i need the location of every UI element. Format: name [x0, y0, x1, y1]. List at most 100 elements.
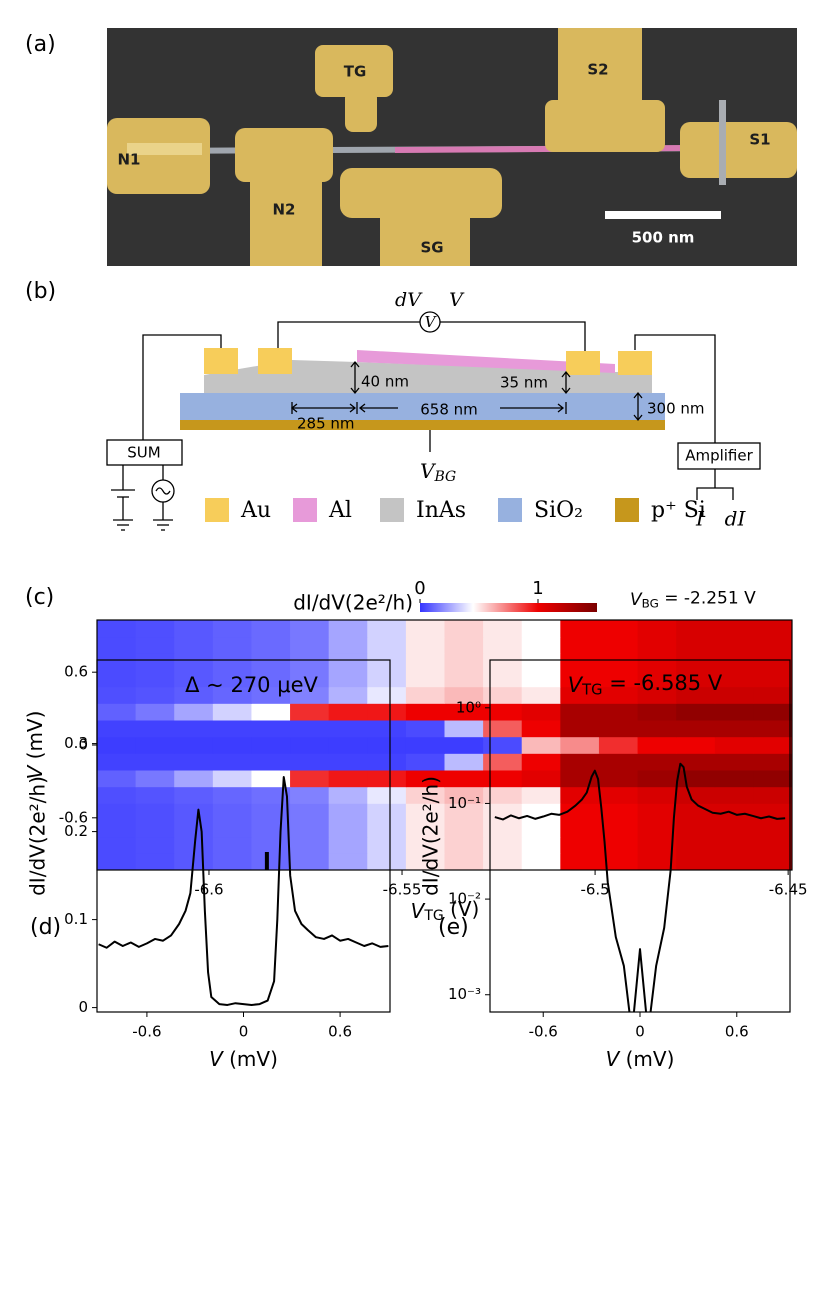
colorbar-tick-label: 1 [532, 578, 543, 599]
x-axis-label: V (mV) [606, 1047, 675, 1071]
x-tick-label: 0.6 [328, 1023, 352, 1041]
heatmap-cell [598, 853, 639, 871]
wire [634, 334, 716, 443]
heatmap-cell [290, 670, 330, 688]
heatmap-cell [212, 786, 252, 804]
heatmap-cell [328, 736, 368, 754]
cut-marker [264, 852, 269, 870]
heatmap-cell [753, 820, 793, 838]
x-tick-label: 0.6 [725, 1023, 749, 1041]
heatmap-cell [560, 720, 600, 738]
heatmap-cell [251, 620, 291, 638]
heatmap-cell [251, 653, 291, 671]
heatmap-cell [444, 686, 484, 704]
heatmap-cell [637, 686, 677, 704]
colorbar-label: dI/dV(2e²/h) [293, 591, 413, 615]
heatmap-cell [251, 670, 291, 688]
heatmap-cell [290, 820, 330, 838]
y-tick-label: 10⁻¹ [448, 794, 481, 812]
heatmap-cell [290, 686, 330, 704]
heatmap-cell [174, 720, 214, 738]
heatmap-cell [174, 670, 214, 688]
heatmap-cell [405, 786, 445, 804]
heatmap-cell [483, 820, 523, 838]
heatmap-cell [405, 670, 445, 688]
heatmap-cell [212, 636, 252, 654]
y-tick-label: 0.6 [64, 663, 88, 681]
wire [277, 321, 420, 350]
heatmap-cell [444, 736, 484, 754]
y-axis-label: V (mV) [23, 711, 47, 780]
heatmap-cell [251, 820, 291, 838]
au-pad [258, 348, 292, 374]
heatmap-cell [598, 803, 639, 821]
legend-swatch [498, 498, 522, 522]
heatmap-cell [251, 786, 291, 804]
heatmap-cell [290, 803, 330, 821]
heatmap-cell [212, 836, 252, 854]
heatmap-cell [714, 770, 754, 788]
x-tick-label: 0 [635, 1023, 645, 1041]
heatmap-cell [328, 803, 368, 821]
heatmap-cell [212, 803, 252, 821]
y-tick-label: 0 [78, 998, 88, 1016]
heatmap-cell [521, 820, 561, 838]
heatmap-cell [560, 620, 600, 638]
heatmap-cell [174, 703, 214, 721]
si-layer [180, 420, 665, 430]
heatmap-cell [483, 770, 523, 788]
y-tick-label: 0.3 [64, 734, 88, 752]
heatmap-cell [560, 853, 600, 871]
heatmap-cell [753, 686, 793, 704]
heatmap-cell [367, 836, 407, 854]
heatmap-cell [328, 720, 368, 738]
heatmap-cell [174, 820, 214, 838]
heatmap-cell [444, 720, 484, 738]
heatmap-cell [328, 686, 368, 704]
y-tick-label: -0.6 [59, 808, 88, 826]
heatmap-cell [444, 620, 484, 638]
heatmap-cell [290, 720, 330, 738]
heatmap-cell [405, 770, 445, 788]
heatmap-cell [97, 720, 137, 738]
heatmap-cell [97, 636, 137, 654]
heatmap-cell [483, 736, 523, 754]
heatmap-cell [676, 753, 716, 771]
heatmap-cell [714, 753, 754, 771]
heatmap-cell [405, 853, 445, 871]
heatmap-cell [483, 703, 523, 721]
heatmap-cell [405, 736, 445, 754]
sem-image: TG S2 N1 N2 SG S1 500 nm [107, 28, 797, 266]
legend-label: p⁺ Si [651, 498, 706, 523]
au-pad [204, 348, 238, 374]
heatmap-cell [598, 836, 639, 854]
heatmap-cell [405, 720, 445, 738]
heatmap-cell [328, 753, 368, 771]
y-tick-label: 0.1 [64, 910, 88, 928]
vbg-label: VBG [420, 459, 456, 486]
heatmap-cell [637, 786, 677, 804]
axes-frame [96, 659, 391, 1013]
heatmap-cell [637, 703, 677, 721]
heatmap-cell [405, 836, 445, 854]
heatmap-cell [676, 853, 716, 871]
heatmap-cell [97, 820, 137, 838]
heatmap-cell [367, 853, 407, 871]
heatmap-cell [135, 836, 175, 854]
heatmap-cell [135, 803, 175, 821]
crossing-wire [719, 100, 726, 185]
heatmap-cell [367, 703, 407, 721]
x-axis-label-part: V [411, 899, 426, 923]
heatmap-cell [560, 820, 600, 838]
heatmap-cell [97, 670, 137, 688]
x-tick-label: -0.6 [529, 1023, 558, 1041]
amplifier-box [677, 442, 761, 470]
heatmap-cell [521, 720, 561, 738]
heatmap-cell [598, 703, 639, 721]
heatmap-cell [212, 853, 252, 871]
heatmap-cell [135, 636, 175, 654]
heatmap-cell [444, 820, 484, 838]
heatmap-cell [405, 820, 445, 838]
heatmap-cell [290, 786, 330, 804]
